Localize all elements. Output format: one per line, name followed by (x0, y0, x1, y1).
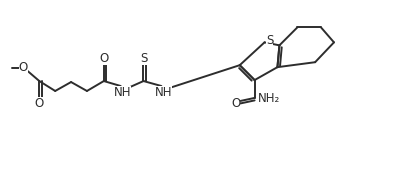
Text: O: O (231, 97, 240, 110)
Text: NH₂: NH₂ (259, 92, 281, 105)
Text: O: O (19, 61, 28, 74)
Text: S: S (140, 52, 147, 65)
Text: O: O (99, 52, 109, 65)
Text: NH: NH (155, 86, 172, 99)
Text: NH: NH (114, 86, 132, 99)
Text: S: S (266, 34, 273, 47)
Text: O: O (35, 97, 44, 110)
